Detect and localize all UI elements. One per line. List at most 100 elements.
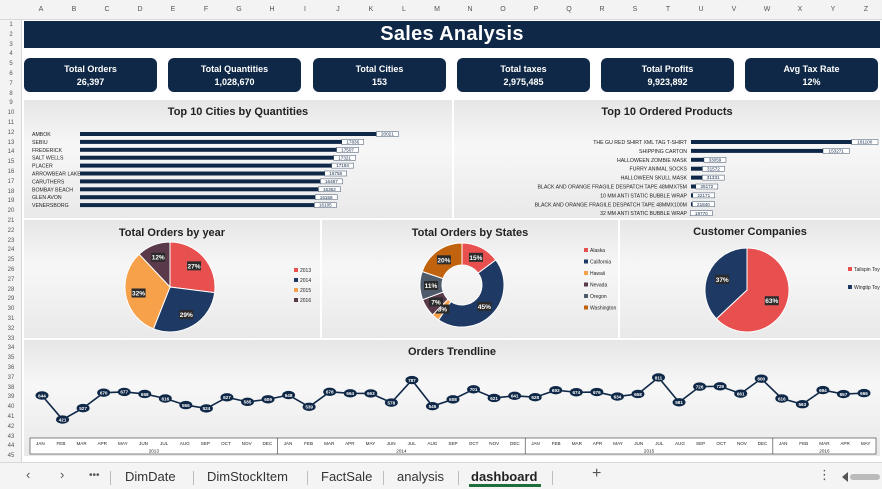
month-tick-label: MAY	[861, 441, 871, 446]
data-label-box	[324, 170, 347, 177]
month-tick-label: OCT	[716, 441, 726, 446]
column-letter: G	[236, 6, 242, 13]
states-doughnut-chart: 15% 45% 3%7% 11% 20% Alaska California Hawaii Ne…	[419, 242, 616, 328]
year-tick-label: 2016	[819, 449, 830, 454]
row-number: 4	[9, 51, 13, 58]
bar-category-label: SEBIU	[32, 140, 48, 146]
tab-separator	[552, 471, 553, 485]
data-label-box	[331, 162, 354, 169]
trend-point	[857, 388, 871, 398]
row-number: 9	[9, 100, 13, 107]
trend-point	[754, 374, 768, 383]
states-doughnut-panel[interactable]: Total Orders by States 15% 45% 3% 7% 11% 20% A…	[322, 220, 618, 338]
trend-point-label: 545	[429, 404, 437, 409]
trend-point	[220, 393, 234, 402]
trendline-panel[interactable]: Orders Trendline 644 421 527 670 677 658 616 55…	[24, 340, 880, 456]
data-label-box	[314, 202, 337, 208]
month-tick-label: JUN	[387, 441, 396, 446]
row-number: 15	[7, 159, 15, 166]
next-sheet-button[interactable]: ›	[60, 467, 65, 482]
trend-point	[713, 382, 727, 391]
companies-pie-panel[interactable]: Customer Companies 63% 37% Tailspin Toys Wi…	[620, 220, 880, 338]
bar-category-label: FURRY ANIMAL SOCKS	[629, 167, 687, 173]
column-letter: Q	[566, 6, 572, 13]
data-label: 16758	[329, 171, 342, 176]
month-tick-label: AUG	[675, 441, 685, 446]
trend-point	[97, 388, 111, 397]
data-label: 33059	[709, 157, 722, 162]
data-label: 31331	[707, 175, 720, 180]
row-number: 20	[7, 208, 15, 215]
month-tick-label: MAY	[118, 441, 128, 446]
data-label-box	[701, 174, 725, 181]
products-chart-panel[interactable]: Top 10 Ordered Products THE GU RED SHIRT…	[454, 100, 880, 218]
tab-separator	[383, 471, 384, 485]
data-label: 17194	[336, 163, 349, 168]
trend-point-label: 678	[326, 390, 334, 395]
bar-category-label: AMBOK	[32, 132, 51, 138]
trend-point-label: 676	[593, 390, 601, 395]
month-tick-label: APR	[345, 441, 355, 446]
scroll-left-icon[interactable]	[842, 472, 848, 482]
tab-dimstockitem[interactable]: DimStockItem	[207, 469, 288, 484]
tab-factsale[interactable]: FactSale	[321, 469, 373, 484]
column-letter: T	[665, 6, 671, 13]
data-label: 16158	[320, 195, 333, 200]
data-label-box	[376, 131, 399, 137]
legend-swatch	[294, 298, 298, 302]
row-number: 5	[9, 61, 13, 68]
kpi-total-profits: Total Profits 9,923,892	[601, 58, 734, 92]
row-number: 3	[9, 41, 13, 48]
trend-point-label: 648	[285, 393, 293, 398]
bar-category-label: SHIPPING CARTON	[639, 149, 687, 155]
row-number: 27	[7, 276, 15, 283]
row-number: 16	[7, 169, 15, 175]
row-number: 10	[7, 110, 15, 117]
cities-chart-panel[interactable]: Top 10 Cities by Quantities AMBOK 20021 SE…	[24, 100, 452, 218]
month-tick-label: SEP	[448, 441, 457, 446]
month-tick-label: MAY	[613, 441, 623, 446]
trend-point-label: 658	[141, 392, 149, 397]
month-tick-label: APR	[593, 441, 603, 446]
month-tick-label: JUL	[160, 441, 169, 446]
trend-point-label: 657	[840, 392, 848, 397]
active-tab-underline	[469, 484, 541, 487]
bar	[691, 148, 849, 153]
year-pie-panel[interactable]: Total Orders by year 27% 29% 32% 12% 2013 201…	[24, 220, 320, 338]
data-label-box	[151, 252, 166, 262]
options-button[interactable]: ⋮	[818, 467, 831, 482]
month-tick-label: JAN	[779, 441, 788, 446]
horizontal-scrollbar[interactable]	[850, 474, 880, 480]
trend-point	[405, 375, 419, 385]
chart-title: Customer Companies	[693, 226, 807, 238]
products-bar-chart: THE GU RED SHIRT XML TAG T-SHIRT 181100 SH…	[535, 139, 879, 217]
bar	[80, 195, 337, 200]
month-tick-label: MAR	[572, 441, 583, 446]
month-tick-label: DEC	[262, 441, 272, 446]
bar-category-label: 32 MM ANTI STATIC BUBBLE WRAP	[600, 211, 687, 217]
legend-swatch	[584, 248, 588, 252]
trend-point	[775, 394, 789, 403]
tab-analysis[interactable]: analysis	[397, 469, 444, 484]
more-sheets-button[interactable]: •••	[89, 470, 100, 481]
month-tick-label: FEB	[56, 441, 65, 446]
row-number: 21	[7, 218, 15, 224]
trend-point-label: 670	[100, 390, 108, 395]
data-label-box	[131, 288, 146, 298]
prev-sheet-button[interactable]: ‹	[26, 467, 31, 482]
bar-category-label: HALLOWEEN SKULL MASK	[621, 176, 688, 182]
trend-point	[425, 401, 439, 411]
data-label-box	[341, 139, 364, 145]
trend-point	[261, 395, 275, 404]
data-label: 12%	[152, 255, 165, 262]
trend-point-label: 616	[161, 396, 169, 401]
trend-point-label: 694	[819, 388, 827, 393]
chart-title: Top 10 Ordered Products	[601, 106, 733, 118]
legend-label: Alaska	[590, 248, 605, 254]
trend-point	[76, 403, 90, 413]
add-sheet-button[interactable]: +	[592, 465, 602, 482]
data-label-box	[692, 201, 715, 208]
tab-dimdate[interactable]: DimDate	[125, 469, 176, 484]
trend-point-label: 658	[634, 392, 642, 397]
tab-dashboard[interactable]: dashboard	[471, 469, 538, 484]
